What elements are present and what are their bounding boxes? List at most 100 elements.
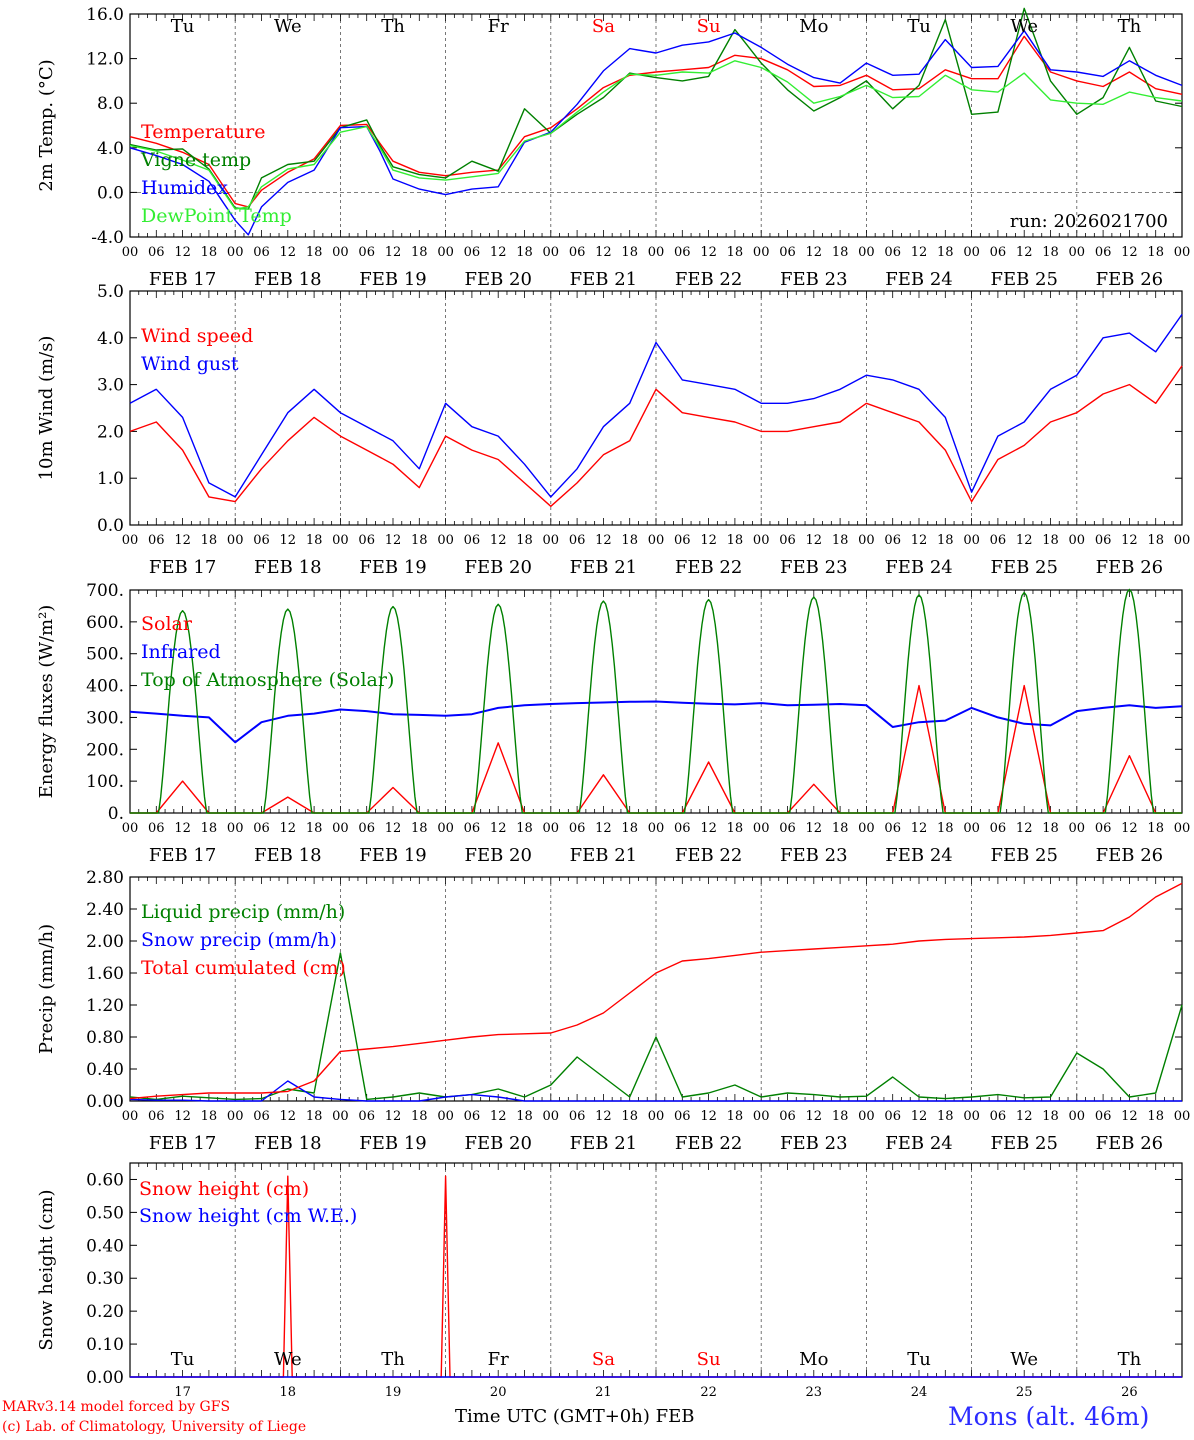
wind-hour-label: 06 xyxy=(464,533,481,548)
temp-hour-label: 06 xyxy=(253,245,270,260)
wind-hour-label: 00 xyxy=(332,533,349,548)
temp-hour-label: 00 xyxy=(648,245,665,260)
flux-hour-label: 12 xyxy=(385,821,402,836)
wind-hour-label: 12 xyxy=(385,533,402,548)
temp-hour-label: 12 xyxy=(174,245,191,260)
temp-hour-label: 06 xyxy=(674,245,691,260)
flux-hour-label: 06 xyxy=(779,821,796,836)
wind-hour-label: 12 xyxy=(911,533,928,548)
temp-series-dewpoint-temp xyxy=(129,60,1183,210)
flux-hour-label: 06 xyxy=(253,821,270,836)
day-of-week-label: Sa xyxy=(592,1349,615,1370)
wind-date-label: FEB 20 xyxy=(464,557,531,578)
temp-hour-label: 00 xyxy=(227,245,244,260)
precip-y-tick-label: 2.00 xyxy=(86,932,124,952)
temp-hour-label: 12 xyxy=(1016,245,1033,260)
flux-y-tick-label: 300. xyxy=(86,708,124,728)
snow-y-tick-label: 0.50 xyxy=(86,1203,124,1223)
temp-hour-label: 12 xyxy=(280,245,297,260)
precip-hour-label: 12 xyxy=(1016,1109,1033,1124)
temp-date-label: FEB 17 xyxy=(149,269,216,290)
snow-legend-entry: Snow height (cm W.E.) xyxy=(139,1205,357,1227)
snow-y-tick-label: 0.10 xyxy=(86,1335,124,1355)
temp-date-label: FEB 22 xyxy=(675,269,742,290)
temp-hour-label: 12 xyxy=(806,245,823,260)
temp-hour-label: 06 xyxy=(464,245,481,260)
flux-legend-entry: Solar xyxy=(141,613,193,635)
precip-hour-label: 06 xyxy=(884,1109,901,1124)
precip-date-label: FEB 25 xyxy=(990,1133,1057,1154)
day-of-week-label: Tu xyxy=(907,1349,931,1370)
temp-hour-label: 18 xyxy=(411,245,428,260)
day-of-week-label: Tu xyxy=(171,16,195,37)
wind-series-wind-gust xyxy=(129,313,1183,498)
wind-hour-label: 18 xyxy=(1042,533,1059,548)
precip-y-tick-label: 2.40 xyxy=(86,900,124,920)
precip-hour-label: 00 xyxy=(227,1109,244,1124)
precip-hour-label: 06 xyxy=(464,1109,481,1124)
flux-y-tick-label: 700. xyxy=(86,581,124,601)
flux-hour-label: 00 xyxy=(858,821,875,836)
flux-series-infrared xyxy=(129,700,1183,744)
temp-hour-label: 12 xyxy=(700,245,717,260)
precip-legend-entry: Total cumulated (cm) xyxy=(141,957,346,979)
flux-hour-label: 18 xyxy=(516,821,533,836)
precip-date-label: FEB 23 xyxy=(780,1133,847,1154)
wind-legend-entry: Wind speed xyxy=(141,325,253,347)
temp-y-tick-label: 16.0 xyxy=(86,5,124,25)
day-of-week-label: Fr xyxy=(488,1349,509,1370)
wind-hour-label: 06 xyxy=(358,533,375,548)
temp-y-tick-label: 12.0 xyxy=(86,50,124,70)
flux-hour-label: 18 xyxy=(1147,821,1164,836)
precip-hour-label: 06 xyxy=(148,1109,165,1124)
flux-hour-label: 06 xyxy=(148,821,165,836)
temp-hour-label: 12 xyxy=(490,245,507,260)
flux-hour-label: 00 xyxy=(332,821,349,836)
precip-hour-label: 12 xyxy=(1121,1109,1138,1124)
flux-hour-label: 00 xyxy=(753,821,770,836)
wind-hour-label: 06 xyxy=(674,533,691,548)
temp-legend-entry: Vigne temp xyxy=(140,149,251,171)
temp-date-label: FEB 23 xyxy=(780,269,847,290)
precip-date-label: FEB 20 xyxy=(464,1133,531,1154)
flux-hour-label: 12 xyxy=(174,821,191,836)
precip-hour-label: 00 xyxy=(963,1109,980,1124)
flux-date-label: FEB 24 xyxy=(885,845,952,866)
precip-hour-label: 18 xyxy=(201,1109,218,1124)
day-of-week-label: We xyxy=(274,1349,302,1370)
precip-hour-label: 12 xyxy=(806,1109,823,1124)
precip-hour-label: 00 xyxy=(1174,1109,1191,1124)
wind-hour-label: 12 xyxy=(490,533,507,548)
precip-hour-label: 18 xyxy=(937,1109,954,1124)
day-number-label: 17 xyxy=(174,1385,191,1400)
flux-date-label: FEB 18 xyxy=(254,845,321,866)
wind-y-tick-label: 0.0 xyxy=(97,516,124,536)
precip-hour-label: 06 xyxy=(990,1109,1007,1124)
temp-hour-label: 00 xyxy=(332,245,349,260)
wind-hour-label: 00 xyxy=(1174,533,1191,548)
temp-date-label: FEB 25 xyxy=(990,269,1057,290)
temp-series-vigne-temp xyxy=(129,7,1183,210)
run-label: run: 2026021700 xyxy=(1010,211,1168,232)
day-number-label: 24 xyxy=(911,1385,928,1400)
precip-hour-label: 00 xyxy=(858,1109,875,1124)
temp-date-label: FEB 19 xyxy=(359,269,426,290)
precip-hour-label: 18 xyxy=(306,1109,323,1124)
temp-hour-label: 06 xyxy=(358,245,375,260)
wind-date-label: FEB 22 xyxy=(675,557,742,578)
flux-hour-label: 00 xyxy=(1174,821,1191,836)
wind-hour-label: 12 xyxy=(1121,533,1138,548)
temp-hour-label: 18 xyxy=(727,245,744,260)
wind-hour-label: 12 xyxy=(1016,533,1033,548)
temp-hour-label: 12 xyxy=(595,245,612,260)
flux-hour-label: 12 xyxy=(1016,821,1033,836)
precip-hour-label: 18 xyxy=(832,1109,849,1124)
wind-hour-label: 06 xyxy=(884,533,901,548)
flux-date-label: FEB 20 xyxy=(464,845,531,866)
temp-hour-label: 00 xyxy=(1174,245,1191,260)
day-of-week-label: Fr xyxy=(488,16,509,37)
wind-hour-label: 12 xyxy=(280,533,297,548)
day-number-label: 22 xyxy=(700,1385,717,1400)
temp-hour-label: 00 xyxy=(963,245,980,260)
wind-hour-label: 18 xyxy=(306,533,323,548)
